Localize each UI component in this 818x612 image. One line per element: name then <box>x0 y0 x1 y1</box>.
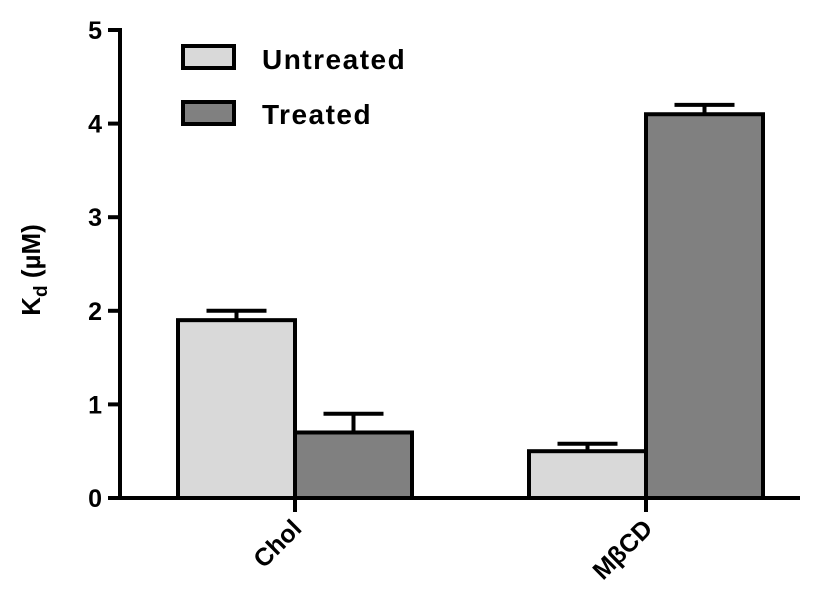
y-tick-label: 1 <box>88 391 102 419</box>
y-tick-label: 4 <box>88 111 102 139</box>
y-tick-label: 5 <box>88 17 102 45</box>
bar-treated-0 <box>293 430 414 501</box>
legend-label-treated: Treated <box>262 99 372 130</box>
legend-label-untreated: Untreated <box>262 44 406 75</box>
legend: Untreated Treated <box>181 44 406 130</box>
y-tick-label: 3 <box>88 204 102 232</box>
x-tick-labels: Chol MβCD <box>248 514 658 585</box>
bars-layer <box>176 112 765 501</box>
bar-untreated-1 <box>527 449 648 501</box>
y-tick-label: 2 <box>88 298 102 326</box>
axes <box>118 28 800 512</box>
legend-swatch-treated <box>181 100 236 126</box>
y-tick-label: 0 <box>88 485 102 513</box>
error-bars-layer <box>206 102 735 452</box>
x-tick-label: MβCD <box>587 514 658 585</box>
y-axis-label: Kd (µM) <box>16 224 52 316</box>
bar-treated-1 <box>644 112 765 501</box>
y-ticks: 0 1 2 3 4 5 <box>88 17 120 513</box>
legend-swatch-untreated <box>181 44 236 70</box>
x-tick-label: Chol <box>248 514 307 573</box>
bar-untreated-0 <box>176 318 297 500</box>
